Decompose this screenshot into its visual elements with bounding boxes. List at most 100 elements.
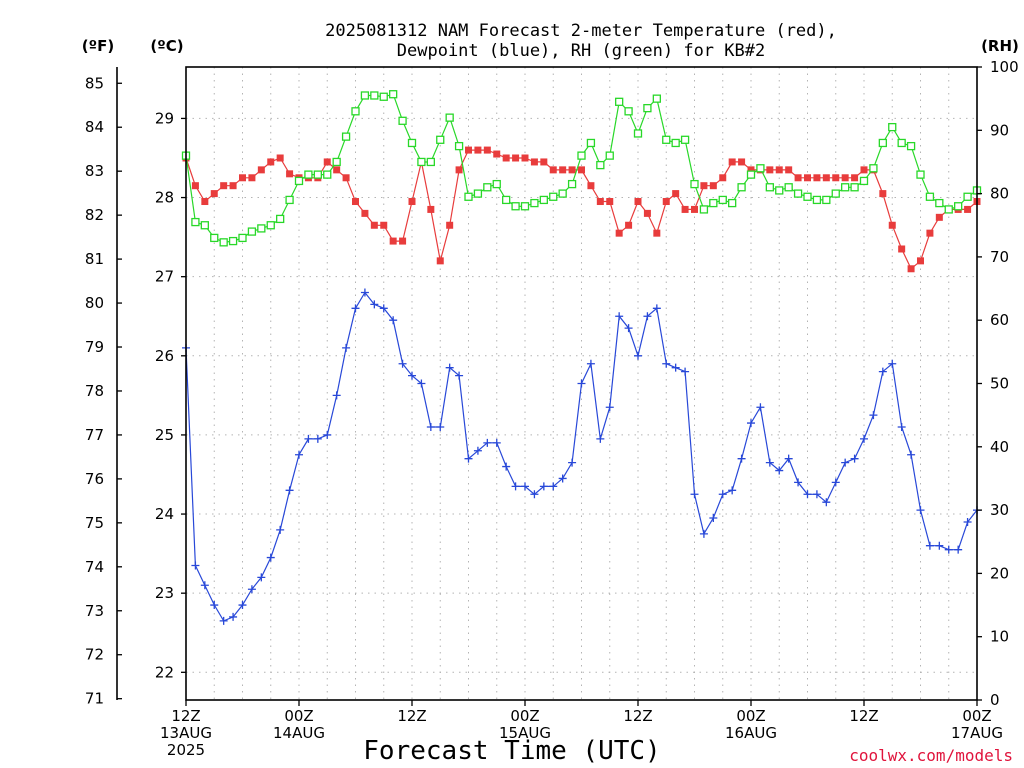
dewpoint-point (586, 359, 595, 368)
temperature-point (361, 209, 369, 217)
rh-point (483, 183, 492, 192)
temperature-point (408, 198, 416, 206)
rh-point (313, 170, 322, 179)
dewpoint-point (709, 514, 718, 523)
temperature-point (643, 209, 651, 217)
fahrenheit-unit-label: (ºF) (82, 37, 114, 55)
temperature-point (521, 154, 529, 162)
temperature-point (502, 154, 510, 162)
temperature-point (775, 166, 783, 174)
dewpoint-point (417, 379, 426, 388)
rh-point (341, 132, 351, 141)
temperature-point (512, 154, 520, 162)
dewpoint-point (860, 434, 868, 443)
temperature-point (380, 221, 388, 229)
fahrenheit-tick-label: 78 (85, 382, 104, 400)
rh-tick-label: 30 (990, 501, 1009, 519)
dewpoint-point (747, 419, 755, 428)
dewpoint-point (897, 423, 906, 432)
dewpoint-point (200, 581, 209, 590)
temperature-point (926, 229, 934, 237)
temperature-point (540, 158, 548, 166)
temperature-point (822, 174, 830, 182)
x-tick-label: 00Z (284, 707, 313, 725)
temperature-point (483, 146, 491, 154)
dewpoint-point (445, 363, 454, 372)
temperature-point (568, 166, 576, 174)
temperature-point (766, 166, 774, 174)
rh-point (511, 202, 520, 211)
dewpoint-point (954, 545, 963, 554)
chart-title-line-1: 2025081312 NAM Forecast 2-meter Temperat… (325, 21, 837, 41)
celsius-tick-label: 29 (155, 109, 174, 127)
rh-point (539, 195, 548, 205)
dewpoint-point (643, 312, 652, 321)
temperature-point (964, 205, 972, 213)
celsius-tick-label: 23 (155, 584, 174, 602)
dewpoint-point (332, 391, 341, 400)
temperature-point (191, 182, 199, 190)
fahrenheit-tick-label: 81 (85, 250, 104, 268)
rh-point (775, 186, 784, 195)
rh-point (841, 183, 850, 192)
temperature-point (446, 221, 454, 229)
dewpoint-point (652, 304, 661, 313)
fahrenheit-tick-label: 72 (85, 646, 104, 664)
rh-point (473, 189, 483, 198)
rh-point (266, 221, 275, 230)
rh-unit-label: (RH) (981, 37, 1019, 55)
x-tick-label: 13AUG (160, 724, 212, 742)
dewpoint-point (699, 529, 708, 538)
dewpoint-point (247, 585, 256, 594)
temperature-point (286, 170, 294, 178)
rh-point (709, 198, 718, 208)
rh-point (680, 135, 690, 144)
dewpoint-point (888, 359, 897, 368)
rh-point (671, 138, 680, 148)
rh-point (332, 157, 341, 167)
rh-point (765, 183, 774, 192)
rh-point (191, 217, 200, 227)
temperature-point (615, 229, 623, 237)
dewpoint-point (624, 324, 633, 333)
temperature-point (201, 198, 209, 206)
rh-point (728, 198, 737, 208)
rh-point (596, 160, 605, 170)
dewpoint-point (464, 454, 473, 463)
rh-point (360, 91, 370, 100)
rh-point (586, 138, 596, 148)
temperature-point (220, 182, 228, 190)
temperature-point (549, 166, 557, 174)
dewpoint-line (185, 291, 978, 622)
temperature-point (436, 257, 444, 265)
dewpoint-point (963, 517, 972, 526)
rh-point (219, 238, 228, 247)
dewpoint-point (219, 616, 228, 625)
rh-point (793, 189, 803, 198)
fahrenheit-tick-label: 84 (85, 118, 104, 136)
dewpoint-point (502, 462, 511, 471)
rh-point (699, 205, 709, 214)
dewpoint-point (295, 450, 303, 459)
celsius-tick-label: 22 (155, 663, 174, 681)
rh-point (869, 164, 878, 173)
dewpoint-point (408, 371, 416, 380)
temperature-point (267, 158, 275, 166)
dewpoint-point (389, 316, 398, 325)
temperature-point (794, 174, 802, 182)
rh-point (925, 192, 935, 201)
dewpoint-point (944, 545, 953, 554)
rh-point (398, 116, 407, 125)
rh-point (276, 214, 285, 224)
temperature-point (681, 205, 689, 213)
x-tick-label: 17AUG (951, 724, 1003, 742)
rh-point (407, 138, 417, 148)
rh-tick-label: 0 (990, 691, 1000, 709)
rh-tick-label: 100 (990, 58, 1019, 76)
temperature-point (888, 221, 896, 229)
dewpoint-point (351, 304, 360, 313)
rh-point (389, 90, 398, 99)
temperature-point (606, 198, 614, 206)
temperature-point (625, 221, 633, 229)
dewpoint-point (492, 438, 501, 447)
